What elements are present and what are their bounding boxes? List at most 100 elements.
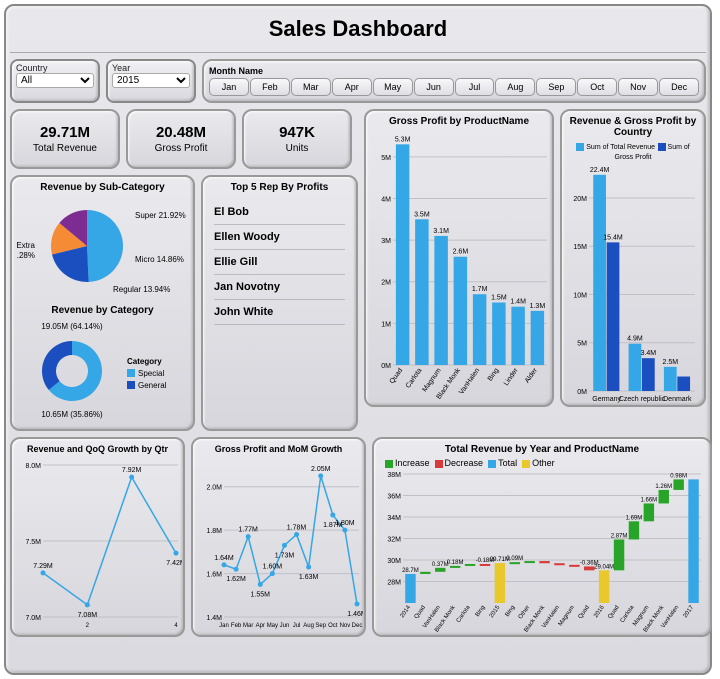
kpi-profit: 20.48M Gross Profit [126,109,236,169]
qoq-chart: 7.0M7.5M8.0M7.29M7.08M7.92M7.42M24 [17,457,182,635]
svg-text:3.5M: 3.5M [414,211,430,218]
qoq-title: Revenue and QoQ Growth by Qtr [17,444,178,454]
svg-text:1.73M: 1.73M [275,552,295,559]
svg-text:Quad: Quad [578,605,591,620]
svg-text:Jun: Jun [280,623,290,629]
svg-text:5M: 5M [577,341,587,348]
svg-text:Alder: Alder [524,367,539,385]
svg-text:Category: Category [127,357,162,366]
svg-text:1.62M: 1.62M [226,576,246,583]
svg-text:2M: 2M [381,280,391,287]
waterfall-title: Total Revenue by Year and ProductName [379,444,705,455]
month-btn-oct[interactable]: Oct [577,78,617,96]
filter-row: Country All Year 2015 Month Name JanFebM… [10,59,706,103]
month-btn-apr[interactable]: Apr [332,78,372,96]
svg-text:Bing: Bing [505,605,517,618]
svg-text:1.64M: 1.64M [214,555,234,562]
top5-item: Jan Novotny [214,275,345,300]
month-btn-sep[interactable]: Sep [536,78,576,96]
svg-text:2015: 2015 [489,604,502,619]
svg-text:Aug: Aug [303,623,314,629]
country-filter[interactable]: Country All [10,59,100,103]
svg-text:34M: 34M [387,515,401,522]
top5-item: Ellen Woody [214,225,345,250]
svg-text:Carlota: Carlota [456,604,472,624]
top5-item: Ellie Gill [214,250,345,275]
svg-text:1.26M: 1.26M [655,484,672,490]
kpi-profit-label: Gross Profit [133,143,229,154]
svg-text:7.5M: 7.5M [25,539,41,546]
svg-text:0.98M: 0.98M [670,473,687,479]
donut-cat-chart: 19.05M (64.14%)10.65M (35.86%)CategorySp… [17,319,192,419]
svg-text:7.0M: 7.0M [25,615,41,622]
svg-text:Special: Special [138,369,164,378]
svg-text:Micro 14.86%: Micro 14.86% [135,255,184,264]
waterfall-panel: Total Revenue by Year and ProductName In… [372,437,712,637]
svg-text:1.63M: 1.63M [299,574,319,581]
month-btn-mar[interactable]: Mar [291,78,331,96]
svg-text:2.05M: 2.05M [311,466,331,473]
country-select[interactable]: All [16,73,94,88]
month-btn-jan[interactable]: Jan [209,78,249,96]
svg-text:Quad: Quad [607,605,620,620]
product-bar-title: Gross Profit by ProductName [371,116,547,127]
qoq-panel: Revenue and QoQ Growth by Qtr 7.0M7.5M8.… [10,437,185,637]
pie-subcat-chart: Super 21.92%Micro 14.86%Regular 13.94%Ex… [17,196,192,296]
month-btn-jul[interactable]: Jul [455,78,495,96]
svg-text:Jan: Jan [219,623,229,629]
svg-text:1.66M: 1.66M [641,497,658,503]
year-filter[interactable]: Year 2015 [106,59,196,103]
svg-text:Bing: Bing [487,367,501,383]
svg-text:4: 4 [174,623,178,629]
month-label: Month Name [209,66,699,76]
svg-text:5.3M: 5.3M [395,136,411,143]
svg-text:May: May [267,623,278,629]
svg-text:38M: 38M [387,472,401,479]
svg-text:28.7M: 28.7M [402,568,419,574]
kpi-revenue: 29.71M Total Revenue [10,109,120,169]
product-bar-chart: 0M1M2M3M4M5M5.3MQuad3.5MCarlota3.1MMagnu… [371,130,551,405]
svg-text:49.28%: 49.28% [17,251,35,260]
bottom-row: Revenue and QoQ Growth by Qtr 7.0M7.5M8.… [10,437,706,637]
svg-text:0M: 0M [381,363,391,370]
svg-text:1.46M: 1.46M [347,611,363,618]
svg-text:1.7M: 1.7M [472,286,488,293]
year-select[interactable]: 2015 [112,73,190,88]
svg-text:0.18M: 0.18M [447,560,464,566]
month-btn-jun[interactable]: Jun [414,78,454,96]
svg-text:Linder: Linder [503,367,520,388]
left-col: 29.71M Total Revenue 20.48M Gross Profit… [10,109,358,431]
svg-text:Regular 13.94%: Regular 13.94% [113,285,170,294]
kpi-units-label: Units [249,143,345,154]
month-btn-nov[interactable]: Nov [618,78,658,96]
product-bar-panel: Gross Profit by ProductName 0M1M2M3M4M5M… [364,109,554,407]
svg-text:2.5M: 2.5M [662,359,678,366]
country-legend: Sum of Total Revenue Sum of Gross Profit [567,141,699,161]
svg-text:General: General [138,381,167,390]
svg-text:1.69M: 1.69M [626,515,643,521]
waterfall-legend: Increase Decrease Total Other [379,458,705,468]
svg-text:28M: 28M [387,580,401,587]
svg-text:22.4M: 22.4M [590,167,610,174]
pie-panel: Revenue by Sub-Category Super 21.92%Micr… [10,175,195,431]
month-btn-may[interactable]: May [373,78,413,96]
svg-text:7.29M: 7.29M [33,563,53,570]
svg-text:1.77M: 1.77M [238,527,258,534]
donut-title: Revenue by Category [17,305,188,316]
svg-text:2017: 2017 [683,604,696,619]
svg-text:2016: 2016 [593,604,606,619]
month-btn-dec[interactable]: Dec [659,78,699,96]
svg-text:3M: 3M [381,238,391,245]
month-btn-aug[interactable]: Aug [495,78,535,96]
svg-text:4M: 4M [381,196,391,203]
mom-chart: 1.4M1.6M1.8M2.0M1.64M1.62M1.77M1.55M1.60… [198,457,363,635]
svg-text:Jul: Jul [293,623,301,629]
svg-text:1M: 1M [381,321,391,328]
kpi-units-value: 947K [249,124,345,141]
top5-item: El Bob [214,200,345,225]
svg-text:15M: 15M [573,244,587,251]
month-btn-feb[interactable]: Feb [250,78,290,96]
svg-text:Nov: Nov [340,623,351,629]
year-label: Year [112,63,190,73]
svg-text:Quad: Quad [414,605,427,620]
